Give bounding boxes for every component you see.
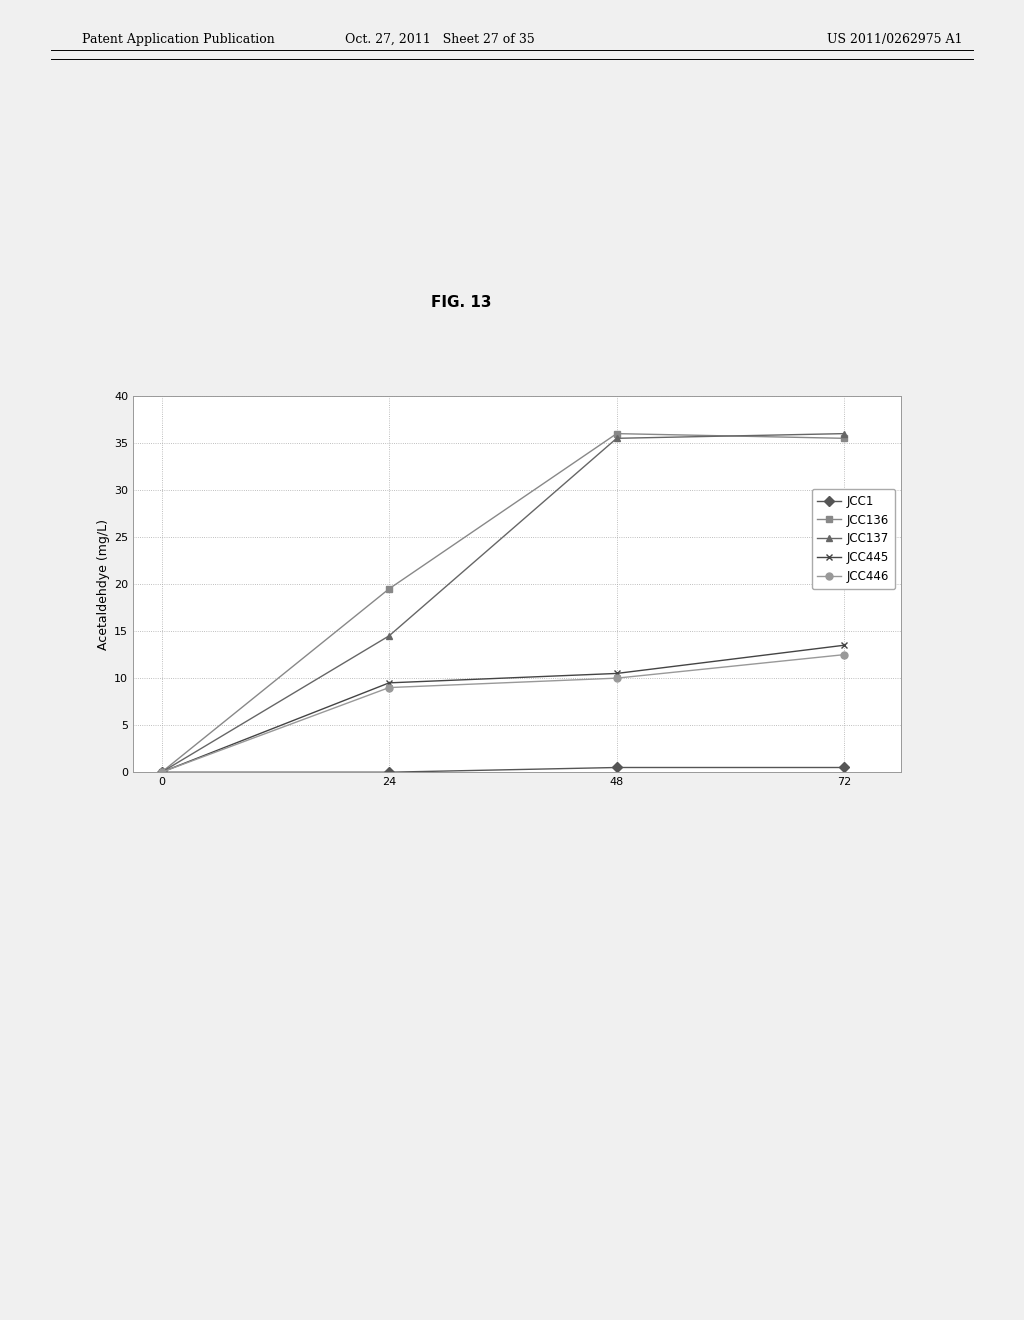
JCC1 [156, 764, 168, 780]
Text: Oct. 27, 2011   Sheet 27 of 35: Oct. 27, 2011 Sheet 27 of 35 [345, 33, 536, 46]
JCC446 [610, 671, 623, 686]
JCC137 [838, 426, 850, 442]
JCC137 [383, 628, 395, 644]
JCC446 [383, 680, 395, 696]
JCC1 [610, 759, 623, 775]
JCC445 [838, 638, 850, 653]
Line: JCC445: JCC445 [158, 642, 848, 776]
Line: JCC1: JCC1 [158, 764, 848, 776]
Text: FIG. 13: FIG. 13 [430, 296, 492, 310]
JCC136 [156, 764, 168, 780]
JCC136 [383, 581, 395, 597]
JCC1 [838, 759, 850, 775]
Text: US 2011/0262975 A1: US 2011/0262975 A1 [827, 33, 963, 46]
Line: JCC136: JCC136 [158, 430, 848, 776]
Y-axis label: Acetaldehdye (mg/L): Acetaldehdye (mg/L) [97, 519, 110, 649]
JCC137 [156, 764, 168, 780]
JCC445 [156, 764, 168, 780]
Text: Patent Application Publication: Patent Application Publication [82, 33, 274, 46]
Line: JCC446: JCC446 [158, 651, 848, 776]
JCC137 [610, 430, 623, 446]
Line: JCC137: JCC137 [158, 430, 848, 776]
JCC136 [838, 430, 850, 446]
Legend: JCC1, JCC136, JCC137, JCC445, JCC446: JCC1, JCC136, JCC137, JCC445, JCC446 [812, 488, 895, 589]
JCC445 [610, 665, 623, 681]
JCC446 [156, 764, 168, 780]
JCC1 [383, 764, 395, 780]
JCC136 [610, 426, 623, 442]
JCC445 [383, 675, 395, 690]
JCC446 [838, 647, 850, 663]
